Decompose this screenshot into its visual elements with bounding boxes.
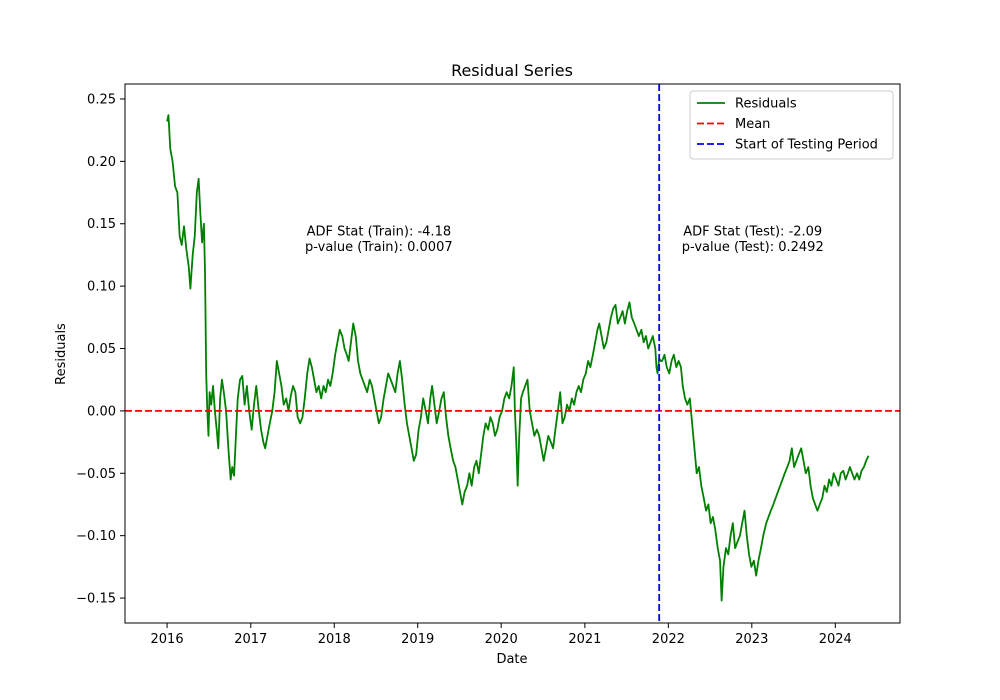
- x-tick-label: 2021: [568, 632, 601, 647]
- x-axis-label: Date: [496, 652, 527, 667]
- x-tick-label: 2022: [652, 632, 685, 647]
- x-tick-label: 2024: [819, 632, 852, 647]
- x-tick-label: 2023: [735, 632, 768, 647]
- axis-ticks: 2016 2017 2018 2019 2020 2021 2022 2023 2024 −0.1…: [76, 92, 852, 647]
- adf-annotation-text: p-value (Test): 0.2492: [682, 240, 824, 255]
- y-tick-label: 0.15: [87, 217, 116, 232]
- y-tick-label: 0.10: [87, 280, 116, 295]
- x-tick-label: 2018: [318, 632, 351, 647]
- x-tick-label: 2019: [401, 632, 434, 647]
- y-tick-label: 0.20: [87, 155, 116, 170]
- y-tick-label: 0.05: [87, 342, 116, 357]
- legend-label: Mean: [735, 117, 770, 132]
- plot-frame: [124, 83, 901, 624]
- legend-label: Start of Testing Period: [735, 138, 878, 153]
- y-tick-label: −0.10: [76, 529, 116, 544]
- legend-box: [689, 90, 894, 160]
- y-tick-label: 0.00: [87, 404, 116, 419]
- adf-annotation-text: ADF Stat (Test): -2.09: [683, 224, 822, 239]
- legend-label: Residuals: [735, 97, 797, 112]
- x-tick-label: 2016: [151, 632, 184, 647]
- adf-annotation-text: ADF Stat (Train): -4.18: [307, 224, 452, 239]
- x-tick-label: 2020: [485, 632, 518, 647]
- y-axis-label: Residuals: [54, 323, 69, 385]
- x-tick-label: 2017: [234, 632, 267, 647]
- y-tick-label: −0.05: [76, 467, 116, 482]
- y-tick-label: 0.25: [87, 92, 116, 107]
- chart-title: Residual Series: [451, 61, 573, 80]
- annotations: ADF Stat (Train): -4.18p-value (Train): …: [305, 224, 824, 255]
- residuals-line: [166, 114, 870, 602]
- legend: Residuals Mean Start of Testing Period: [689, 90, 894, 160]
- plot-area: [125, 84, 900, 623]
- adf-annotation-text: p-value (Train): 0.0007: [305, 240, 453, 255]
- y-tick-label: −0.15: [76, 592, 116, 607]
